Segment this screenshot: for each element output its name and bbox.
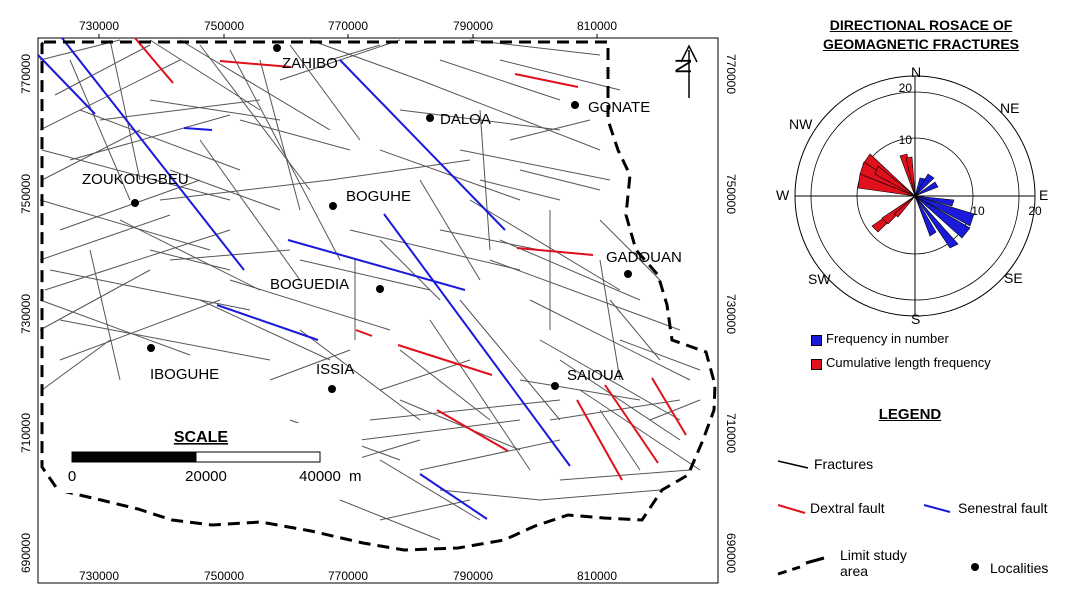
locality-label: SAIOUA [567,367,624,384]
ring-label: 20 [1028,204,1042,218]
rose-diagram: 20 10 10 20 [794,75,1042,317]
north-arrow-icon: N [671,44,698,98]
legend-fractures: Fractures [814,456,874,472]
rose-length-petals [857,153,916,233]
locality-dot [273,44,281,52]
localities-layer: ZAHIBO DALOA GONATE ZOUKOUGBEU BOGUHE GA… [82,44,682,393]
compass-sw: SW [808,271,831,287]
locality-label: BOGUHE [346,188,411,205]
compass-n: N [911,64,922,80]
x-axis-top: 730000 750000 770000 790000 810000 [79,19,617,38]
locality-dot [376,285,384,293]
legend-limit-line2: area [840,563,869,579]
compass-ne: NE [1000,100,1020,116]
limit-symbol [777,565,801,576]
senestral-symbol [923,504,951,513]
scale-title: SCALE [174,429,229,446]
legend-senestral: Senestral fault [958,500,1048,516]
x-tick-bottom: 810000 [577,569,617,583]
locality-dot [328,385,336,393]
y-tick-right: 750000 [724,174,738,214]
scale-label-end: 40000 [299,468,341,485]
locality-dot [147,344,155,352]
key-length-swatch [811,359,822,370]
rosace-title-line1: DIRECTIONAL ROSACE OF [829,17,1013,33]
y-axis-left: 770000 750000 730000 710000 690000 [19,54,33,573]
locality-dot [329,202,337,210]
dextral-faults-layer [134,37,687,481]
ring-label: 10 [899,133,913,147]
right-panel: DIRECTIONAL ROSACE OF GEOMAGNETIC FRACTU… [760,0,1082,585]
map-frame [37,37,719,584]
locality-label: DALOA [440,111,491,128]
legend-limit: Limit study area [840,547,907,579]
key-frequency-label: Frequency in number [826,331,949,346]
scale-unit: m [349,468,362,485]
locality-dot [551,382,559,390]
key-length-label: Cumulative length frequency [826,355,991,370]
y-tick-left: 750000 [19,174,33,214]
senestral-faults-layer [37,37,571,520]
x-tick-bottom: 790000 [453,569,493,583]
legend-title: LEGEND [878,406,942,423]
ring-label: 20 [899,81,913,95]
locality-dot [571,101,579,109]
locality-dot [426,114,434,122]
compass-se: SE [1004,270,1023,286]
locality-dot [131,199,139,207]
compass-e: E [1039,187,1049,203]
locality-label: GONATE [588,99,650,116]
north-arrow-label: N [671,58,696,74]
dextral-symbol [777,504,806,514]
locality-label: ZOUKOUGBEU [82,171,189,188]
compass-s: S [911,311,921,327]
fractures-layer [39,39,701,541]
locality-label: ISSIA [316,361,354,378]
fracture-symbol [777,460,809,469]
legend-localities: Localities [990,560,1049,576]
y-tick-left: 730000 [19,294,33,334]
compass-nw: NW [789,116,813,132]
y-tick-right: 770000 [724,54,738,94]
geologic-map: 730000 750000 770000 790000 810000 73000… [19,19,738,584]
rose-frequency-petals [914,173,975,249]
x-tick-top: 810000 [577,19,617,33]
legend-dextral: Dextral fault [810,500,885,516]
compass-w: W [776,187,790,203]
y-tick-right: 690000 [724,533,738,573]
y-tick-left: 690000 [19,533,33,573]
key-frequency-swatch [811,335,822,346]
locality-label: IBOGUHE [150,366,219,383]
y-axis-right: 770000 750000 730000 710000 690000 [724,54,738,573]
ring-label: 10 [971,204,985,218]
y-tick-right: 730000 [724,294,738,334]
x-tick-bottom: 730000 [79,569,119,583]
legend-limit-line1: Limit study [840,547,907,563]
legend-symbols [777,460,979,576]
rosace-title-line2: GEOMAGNETIC FRACTURES [823,36,1019,52]
scale-label-mid: 20000 [185,468,227,485]
study-area-limit [40,40,717,552]
scale-bar: SCALE 0 20000 40000 m [60,423,362,493]
x-tick-top: 730000 [79,19,119,33]
x-tick-bottom: 770000 [328,569,368,583]
x-tick-top: 750000 [204,19,244,33]
y-tick-right: 710000 [724,413,738,453]
y-tick-left: 710000 [19,413,33,453]
x-tick-top: 770000 [328,19,368,33]
locality-dot [624,270,632,278]
scale-label-0: 0 [68,468,76,485]
x-tick-top: 790000 [453,19,493,33]
locality-label: GADOUAN [606,249,682,266]
y-tick-left: 770000 [19,54,33,94]
locality-symbol [971,563,979,571]
x-axis-bottom: 730000 750000 770000 790000 810000 [79,569,617,583]
locality-label: ZAHIBO [282,55,338,72]
x-tick-bottom: 750000 [204,569,244,583]
locality-label: BOGUEDIA [270,276,349,293]
